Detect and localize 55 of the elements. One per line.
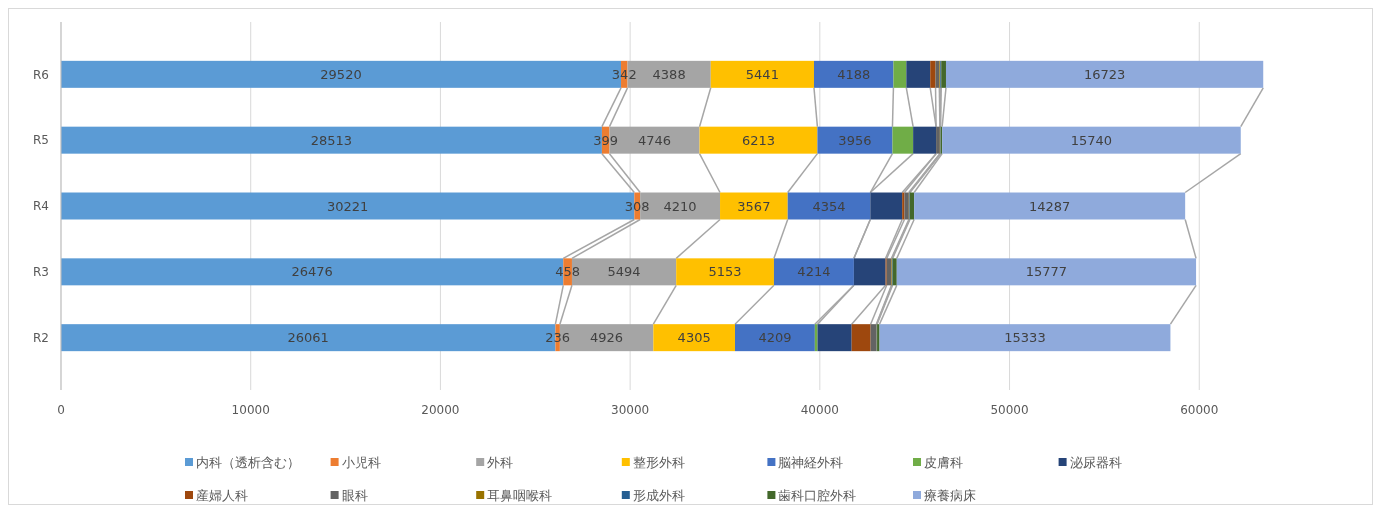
data-label: 15740	[1070, 132, 1113, 148]
data-label: 236	[545, 330, 571, 346]
x-tick-label: 40000	[800, 403, 839, 417]
legend-label: 産婦人科	[196, 487, 248, 503]
legend-label: 整形外科	[632, 454, 685, 470]
data-label: 4209	[758, 330, 792, 346]
data-label: 26061	[287, 330, 329, 346]
data-label: 4210	[663, 198, 697, 214]
x-tick-label: 30000	[611, 403, 650, 417]
legend-label: 内科（透析含む）	[196, 454, 300, 470]
data-label: 4388	[652, 66, 686, 82]
data-label: 29520	[320, 66, 362, 82]
y-tick-label: R2	[33, 330, 49, 345]
y-tick-label: R5	[33, 133, 49, 148]
data-label: 4926	[590, 330, 624, 346]
data-label: 5441	[745, 66, 779, 82]
y-tick-label: R3	[33, 265, 49, 280]
data-label: 16723	[1083, 66, 1126, 82]
x-tick-label: 0	[57, 403, 65, 417]
legend-label: 療養病床	[924, 487, 976, 503]
data-label: 399	[593, 132, 619, 148]
legend-label: 耳鼻咽喉科	[487, 487, 553, 503]
data-label: 308	[624, 198, 650, 214]
data-label: 5153	[708, 264, 742, 280]
x-tick-label: 20000	[421, 403, 460, 417]
legend-label: 歯科口腔外科	[778, 487, 857, 503]
legend-label: 眼科	[341, 487, 368, 503]
data-label: 3956	[838, 132, 872, 148]
y-tick-label: R6	[33, 67, 49, 82]
legend-label: 外科	[487, 454, 514, 470]
x-tick-label: 10000	[231, 403, 270, 417]
legend-label: 脳神経外科	[778, 454, 844, 470]
legend-label: 泌尿器科	[1069, 454, 1122, 470]
data-label: 458	[555, 264, 581, 280]
data-label: 26476	[291, 264, 333, 280]
data-label: 4354	[812, 198, 846, 214]
data-label: 4214	[797, 264, 831, 280]
data-label: 342	[611, 66, 637, 82]
legend-label: 形成外科	[632, 487, 685, 503]
data-label: 4188	[837, 66, 871, 82]
data-label: 28513	[310, 132, 353, 148]
data-label: 5494	[607, 264, 641, 280]
data-label: 15777	[1025, 264, 1068, 280]
data-label: 15333	[1004, 330, 1046, 346]
legend-label: 皮膚科	[924, 454, 963, 470]
x-tick-label: 50000	[990, 403, 1029, 417]
legend-label: 小児科	[341, 454, 381, 470]
x-tick-label: 60000	[1180, 403, 1219, 417]
data-label: 30221	[326, 198, 369, 214]
data-label: 14287	[1028, 198, 1071, 214]
data-label: 4746	[637, 132, 672, 148]
data-label: 4305	[677, 330, 711, 346]
data-label: 6213	[741, 132, 776, 148]
data-label: 3567	[737, 198, 771, 214]
y-tick-label: R4	[33, 199, 49, 214]
